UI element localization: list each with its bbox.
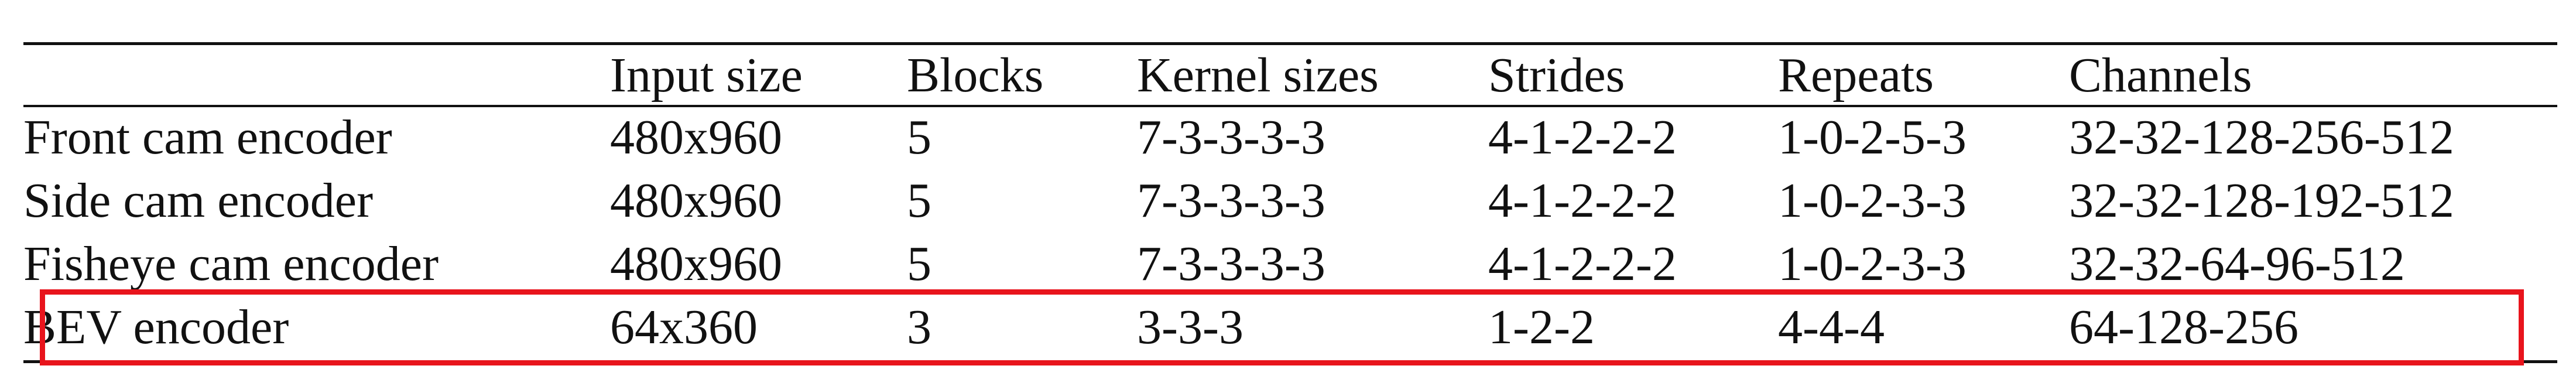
header-blocks: Blocks: [907, 47, 1044, 102]
table-header-rule: [23, 105, 2557, 107]
encoder-spec-table: Input size Blocks Kernel sizes Strides R…: [23, 45, 2557, 359]
cell-blocks: 5: [907, 173, 931, 228]
cell-channels: 32-32-128-192-512: [2069, 173, 2454, 228]
cell-input-size: 480x960: [610, 110, 782, 165]
cell-repeats: 4-4-4: [1778, 300, 1885, 354]
cell-kernel-sizes: 3-3-3: [1137, 300, 1244, 354]
header-kernel-sizes: Kernel sizes: [1137, 47, 1379, 102]
row-label: Front cam encoder: [23, 110, 392, 165]
bev-row-highlight-box: [40, 289, 2524, 365]
cell-repeats: 1-0-2-3-3: [1778, 173, 1967, 228]
table-top-rule: [23, 42, 2557, 45]
cell-strides: 4-1-2-2-2: [1488, 173, 1677, 228]
table-row-front-cam: Front cam encoder 480x960 5 7-3-3-3-3 4-…: [23, 106, 2557, 169]
header-repeats: Repeats: [1778, 47, 1934, 102]
cell-kernel-sizes: 7-3-3-3-3: [1137, 173, 1325, 228]
cell-channels: 64-128-256: [2069, 300, 2298, 354]
cell-repeats: 1-0-2-3-3: [1778, 237, 1967, 291]
header-channels: Channels: [2069, 47, 2252, 102]
cell-strides: 4-1-2-2-2: [1488, 110, 1677, 165]
cell-input-size: 480x960: [610, 237, 782, 291]
row-label: Side cam encoder: [23, 173, 374, 228]
cell-kernel-sizes: 7-3-3-3-3: [1137, 237, 1325, 291]
header-input-size: Input size: [610, 47, 803, 102]
cell-repeats: 1-0-2-5-3: [1778, 110, 1967, 165]
header-row-label: [23, 45, 610, 106]
cell-blocks: 3: [907, 300, 931, 354]
row-label: Fisheye cam encoder: [23, 237, 439, 291]
row-label: BEV encoder: [23, 300, 289, 354]
cell-strides: 1-2-2: [1488, 300, 1595, 354]
cell-strides: 4-1-2-2-2: [1488, 237, 1677, 291]
table-row-side-cam: Side cam encoder 480x960 5 7-3-3-3-3 4-1…: [23, 169, 2557, 233]
cell-input-size: 480x960: [610, 173, 782, 228]
cell-blocks: 5: [907, 110, 931, 165]
cell-channels: 32-32-128-256-512: [2069, 110, 2454, 165]
cell-input-size: 64x360: [610, 300, 758, 354]
cell-blocks: 5: [907, 237, 931, 291]
table-header-row: Input size Blocks Kernel sizes Strides R…: [23, 45, 2557, 106]
table-row-bev: BEV encoder 64x360 3 3-3-3 1-2-2 4-4-4 6…: [23, 296, 2557, 359]
cell-channels: 32-32-64-96-512: [2069, 237, 2405, 291]
table-row-fisheye-cam: Fisheye cam encoder 480x960 5 7-3-3-3-3 …: [23, 233, 2557, 296]
header-strides: Strides: [1488, 47, 1625, 102]
cell-kernel-sizes: 7-3-3-3-3: [1137, 110, 1325, 165]
